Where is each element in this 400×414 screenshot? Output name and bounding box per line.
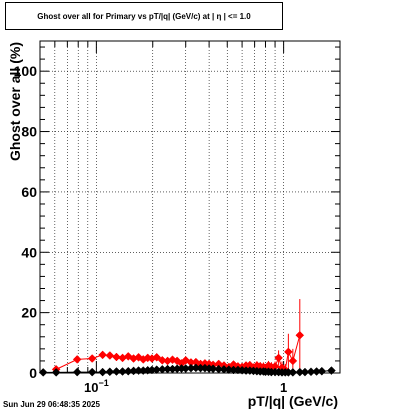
data-point	[51, 368, 61, 377]
y-tick-label: 20	[21, 305, 37, 321]
data-series	[38, 299, 336, 377]
x-tick-label: 1	[280, 380, 287, 395]
data-point	[98, 350, 107, 360]
data-point	[112, 352, 121, 362]
data-point	[112, 367, 121, 376]
plot-frame	[39, 40, 341, 374]
data-point	[87, 367, 97, 377]
data-point	[295, 330, 305, 340]
data-point	[317, 366, 327, 376]
data-point	[38, 368, 48, 377]
data-point	[157, 355, 167, 365]
data-point	[288, 368, 298, 377]
data-point	[274, 353, 283, 363]
data-point	[284, 347, 293, 357]
data-point	[288, 356, 298, 366]
chart-title: Ghost over all for Primary vs pT/|q| (Ge…	[5, 2, 283, 30]
x-axis-label: pT/|q| (GeV/c)	[248, 393, 338, 409]
series-0	[51, 299, 305, 375]
y-tick-label: 0	[29, 365, 37, 381]
y-axis-label: Ghost over all (%)	[7, 42, 23, 161]
y-tick-label: 100	[14, 63, 38, 79]
axis-ticks	[39, 41, 341, 374]
data-point	[72, 367, 82, 377]
data-point	[98, 367, 107, 377]
tick-labels: 0 20 40 60 80 100 10−1 1	[14, 63, 288, 395]
data-point	[208, 364, 218, 374]
timestamp: Sun Jun 29 06:48:35 2025	[3, 400, 100, 409]
data-point	[327, 366, 336, 375]
data-point	[300, 367, 310, 377]
series-1	[38, 363, 336, 377]
data-point	[87, 354, 97, 363]
data-point	[152, 352, 162, 362]
data-point	[105, 367, 115, 377]
y-tick-label: 40	[21, 244, 37, 260]
x-tick-label: 10−1	[84, 378, 109, 395]
grid-lines	[39, 41, 341, 374]
y-tick-label: 60	[21, 184, 37, 200]
y-tick-label: 80	[21, 124, 37, 140]
data-point	[72, 355, 82, 364]
data-point	[105, 351, 115, 360]
